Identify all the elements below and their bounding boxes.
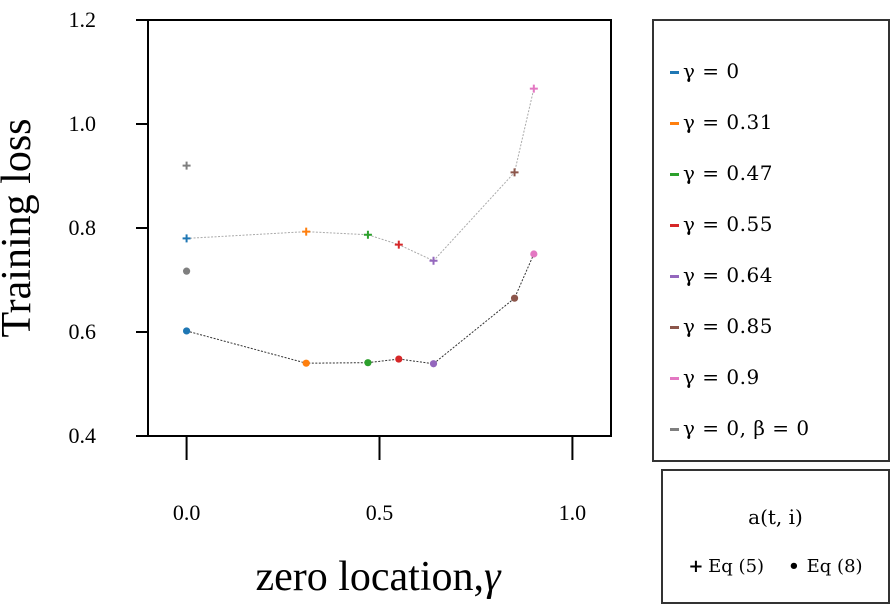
x-axis-label: zero location,γ xyxy=(255,554,502,600)
x-axis-label-text: zero location, xyxy=(255,554,484,600)
marker-legend-title: a(t, i) xyxy=(748,505,803,529)
y-tick-label: 1.2 xyxy=(69,7,97,32)
data-points xyxy=(182,84,538,368)
marker-legend: a(t, i) + Eq (5) • Eq (8) xyxy=(661,469,890,604)
x-tick-label: 0.0 xyxy=(173,500,201,525)
plus-data-point xyxy=(510,168,519,177)
plus-data-point xyxy=(529,84,538,93)
marker-legend-entries: + Eq (5) • Eq (8) xyxy=(663,556,888,577)
dot-data-point xyxy=(429,360,438,368)
legend-entry: γ = 0 xyxy=(670,59,740,83)
plus-data-point xyxy=(182,161,191,170)
legend-label: γ = 0.85 xyxy=(683,314,773,338)
marker-legend-label: Eq (8) xyxy=(806,556,863,577)
marker-legend-label: Eq (5) xyxy=(708,556,765,577)
legend-swatch xyxy=(670,275,679,278)
y-tick-label: 1.0 xyxy=(69,111,97,136)
plot-frame xyxy=(147,19,612,437)
y-tick-label: 0.8 xyxy=(69,215,97,240)
series-eq5-line xyxy=(186,88,535,262)
x-tick-label: 1.0 xyxy=(559,500,587,525)
dot-data-point xyxy=(302,359,310,367)
color-legend: γ = 0 γ = 0.31 γ = 0.47 γ = 0.55 γ = 0.64 γ =… xyxy=(652,19,890,462)
legend-entry: γ = 0.64 xyxy=(670,263,773,287)
legend-swatch xyxy=(670,224,679,227)
plus-data-point xyxy=(429,256,438,265)
legend-swatch xyxy=(670,173,679,176)
dot-data-point xyxy=(364,359,372,367)
plus-data-point xyxy=(363,230,372,239)
y-tick-label: 0.6 xyxy=(69,319,97,344)
legend-entry: γ = 0, β = 0 xyxy=(670,416,810,440)
x-tick-label: 0.5 xyxy=(366,500,394,525)
legend-entry: γ = 0.9 xyxy=(670,365,760,389)
dot-data-point xyxy=(510,294,519,302)
legend-entry: γ = 0.55 xyxy=(670,212,773,236)
legend-swatch xyxy=(670,122,679,125)
dot-data-point xyxy=(182,327,191,335)
legend-label: γ = 0, β = 0 xyxy=(683,416,810,440)
x-axis-label-gamma: γ xyxy=(484,554,502,600)
legend-swatch xyxy=(670,326,679,329)
dot-data-point xyxy=(182,267,191,275)
series-eq8-line xyxy=(186,253,535,365)
y-axis-label: Training loss xyxy=(0,118,40,337)
y-axis: 0.4 0.6 0.8 1.0 1.2 xyxy=(69,7,148,448)
legend-label: γ = 0.31 xyxy=(683,110,773,134)
plus-data-point xyxy=(394,240,403,249)
dot-marker-icon: • xyxy=(788,556,800,577)
legend-entry: γ = 0.85 xyxy=(670,314,773,338)
series-lines xyxy=(186,88,535,365)
plus-data-point xyxy=(302,227,311,236)
dot-data-point xyxy=(395,355,403,363)
legend-entry: γ = 0.47 xyxy=(670,161,773,185)
legend-label: γ = 0.64 xyxy=(683,263,773,287)
plus-marker-icon: + xyxy=(688,556,704,577)
legend-label: γ = 0.47 xyxy=(683,161,773,185)
x-axis: 0.0 0.5 1.0 xyxy=(173,436,586,525)
y-tick-label: 0.4 xyxy=(69,423,97,448)
legend-swatch xyxy=(670,71,679,74)
legend-label: γ = 0.9 xyxy=(683,365,760,389)
legend-label: γ = 0 xyxy=(683,59,740,83)
legend-swatch xyxy=(670,377,679,380)
legend-swatch xyxy=(670,428,679,431)
plus-data-point xyxy=(182,234,191,243)
dot-data-point xyxy=(530,250,538,258)
legend-label: γ = 0.55 xyxy=(683,212,773,236)
legend-entry: γ = 0.31 xyxy=(670,110,773,134)
